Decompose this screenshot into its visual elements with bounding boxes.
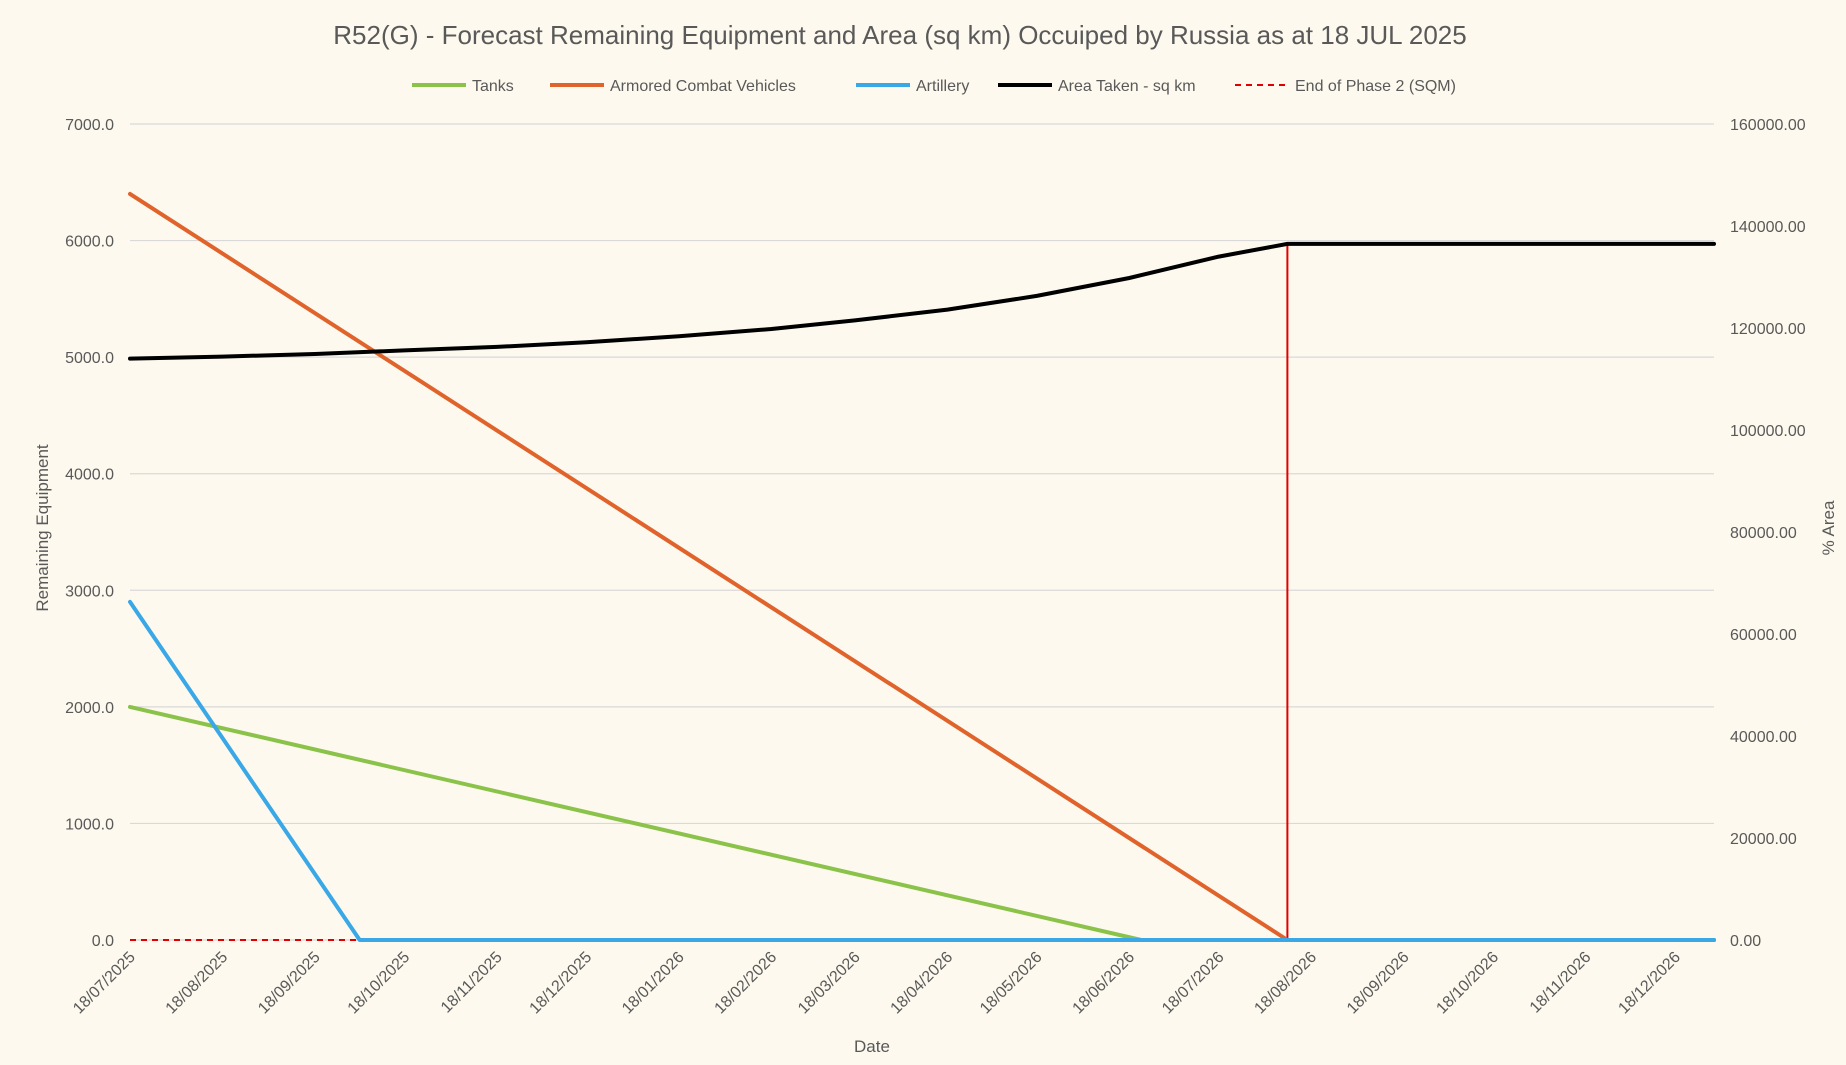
x-tick-label: 18/09/2025: [255, 949, 324, 1018]
grid: [130, 123, 1714, 941]
x-tick-label: 18/06/2026: [1070, 949, 1139, 1018]
y-tick-label: 6000.0: [65, 234, 114, 251]
y2-axis-label: % Area: [1819, 500, 1838, 555]
right-axis: 0.00 20000.00 40000.00 60000.00 80000.00 1000…: [1730, 117, 1806, 950]
legend-item[interactable]: Artillery: [916, 78, 969, 95]
legend[interactable]: Tanks Armored Combat Vehicles Artillery Are…: [412, 78, 1456, 95]
x-tick-label: 18/07/2026: [1159, 949, 1228, 1018]
legend-item[interactable]: Area Taken - sq km: [1058, 78, 1196, 95]
x-axis-label: Date: [854, 1037, 890, 1056]
y2-tick-label: 0.00: [1730, 933, 1761, 950]
x-tick-label: 18/07/2025: [70, 949, 139, 1018]
y-tick-label: 3000.0: [65, 583, 114, 600]
x-tick-label: 18/11/2026: [1527, 949, 1595, 1017]
x-tick-label: 18/03/2026: [795, 949, 864, 1018]
series-line-area-taken-sq-km: [128, 241, 1716, 361]
x-tick-label: 18/08/2025: [163, 949, 232, 1018]
x-tick-label: 18/10/2026: [1433, 949, 1502, 1018]
y-tick-label: 2000.0: [65, 700, 114, 717]
legend-item[interactable]: End of Phase 2 (SQM): [1295, 78, 1456, 95]
y-tick-label: 5000.0: [65, 350, 114, 367]
y2-tick-label: 60000.00: [1730, 627, 1797, 644]
y-axis-label: Remaining Equipment: [33, 444, 52, 612]
y2-tick-label: 20000.00: [1730, 831, 1797, 848]
y2-tick-label: 100000.00: [1730, 423, 1806, 440]
series: [128, 191, 1716, 942]
x-tick-label: 18/04/2026: [888, 949, 957, 1018]
x-axis: 18/07/2025 18/08/2025 18/09/2025 18/10/2025…: [70, 949, 1684, 1018]
x-tick-label: 18/02/2026: [712, 949, 781, 1018]
x-tick-label: 18/12/2025: [527, 949, 596, 1018]
x-tick-label: 18/10/2025: [345, 949, 414, 1018]
y2-tick-label: 140000.00: [1730, 219, 1806, 236]
x-tick-label: 18/01/2026: [619, 949, 688, 1018]
series-line-artillery: [128, 599, 1716, 942]
series-line-armored-combat-vehicles: [128, 191, 1716, 942]
y-tick-label: 0.0: [92, 933, 114, 950]
x-tick-label: 18/08/2026: [1251, 949, 1320, 1018]
y2-tick-label: 160000.00: [1730, 117, 1806, 134]
y2-tick-label: 40000.00: [1730, 729, 1797, 746]
x-tick-label: 18/05/2026: [977, 949, 1046, 1018]
y-tick-label: 4000.0: [65, 467, 114, 484]
y2-tick-label: 80000.00: [1730, 525, 1797, 542]
x-tick-label: 18/09/2026: [1344, 949, 1413, 1018]
y2-tick-label: 120000.00: [1730, 321, 1806, 338]
y-tick-label: 1000.0: [65, 816, 114, 833]
x-tick-label: 18/12/2026: [1615, 949, 1684, 1018]
legend-item[interactable]: Armored Combat Vehicles: [610, 78, 796, 95]
y-tick-label: 7000.0: [65, 117, 114, 134]
left-axis: 0.0 1000.0 2000.0 3000.0 4000.0 5000.0 6000.0 7…: [65, 117, 114, 950]
legend-item[interactable]: Tanks: [472, 78, 514, 95]
x-tick-label: 18/11/2025: [438, 949, 506, 1017]
chart-title: R52(G) - Forecast Remaining Equipment an…: [333, 20, 1466, 50]
